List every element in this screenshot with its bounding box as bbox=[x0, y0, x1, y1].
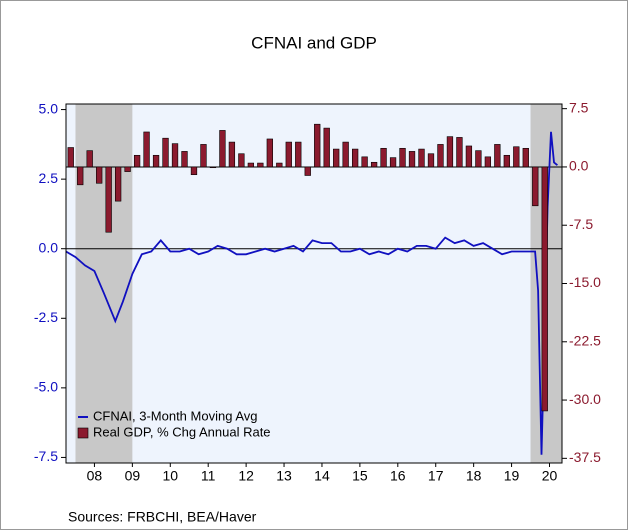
y-tick-label: 0.0 bbox=[39, 239, 59, 255]
bar bbox=[361, 156, 368, 168]
y-tick-label: -5.0 bbox=[34, 379, 58, 395]
x-tick-label: 13 bbox=[276, 468, 292, 484]
bar bbox=[513, 146, 520, 168]
bar bbox=[181, 151, 188, 168]
bar bbox=[105, 166, 112, 233]
bar bbox=[219, 130, 226, 168]
y2-tick-label: -37.5 bbox=[569, 449, 601, 465]
bar bbox=[541, 166, 548, 412]
bar bbox=[67, 147, 74, 168]
x-tick-label: 16 bbox=[390, 468, 406, 484]
bar bbox=[484, 156, 492, 168]
x-tick-label: 19 bbox=[504, 468, 520, 484]
y2-tick-label: -15.0 bbox=[569, 274, 601, 290]
bar bbox=[247, 162, 255, 168]
x-tick-label: 09 bbox=[125, 468, 141, 484]
bar bbox=[152, 154, 160, 168]
bar bbox=[389, 157, 397, 168]
y-tick-label: -7.5 bbox=[34, 448, 58, 464]
bar bbox=[323, 127, 330, 168]
y-tick-label: -2.5 bbox=[34, 309, 58, 325]
bar bbox=[190, 166, 198, 176]
y2-tick-label: 7.5 bbox=[569, 99, 589, 115]
bar bbox=[418, 148, 425, 168]
y2-tick-label: 0.0 bbox=[569, 158, 589, 174]
bar bbox=[494, 144, 501, 168]
bar bbox=[209, 166, 217, 169]
bar bbox=[143, 131, 150, 168]
bar bbox=[200, 144, 207, 168]
bar bbox=[465, 145, 473, 168]
x-tick-label: 18 bbox=[466, 468, 482, 484]
x-tick-label: 10 bbox=[162, 468, 178, 484]
bar bbox=[532, 166, 539, 207]
bar bbox=[503, 154, 510, 168]
x-tick-label: 20 bbox=[542, 468, 558, 484]
y-tick-label: 5.0 bbox=[39, 100, 59, 116]
bar bbox=[257, 162, 264, 168]
bar bbox=[228, 141, 236, 168]
bar bbox=[124, 166, 131, 172]
bar bbox=[276, 162, 283, 168]
bar bbox=[314, 123, 321, 168]
bar bbox=[333, 148, 340, 168]
source-note: Sources: FRBCHI, BEA/Haver bbox=[68, 509, 257, 525]
bar bbox=[456, 137, 463, 168]
x-tick-label: 17 bbox=[428, 468, 444, 484]
bar bbox=[351, 148, 359, 168]
x-tick-label: 14 bbox=[314, 468, 330, 484]
bar bbox=[133, 154, 141, 168]
y2-tick-label: -30.0 bbox=[569, 391, 601, 407]
x-tick-label: 11 bbox=[201, 468, 216, 484]
bar bbox=[427, 153, 435, 168]
bar bbox=[475, 150, 482, 168]
legend-label: CFNAI, 3-Month Moving Avg bbox=[93, 408, 258, 423]
bar bbox=[96, 166, 103, 184]
bar bbox=[304, 166, 311, 176]
legend-label: Real GDP, % Chg Annual Rate bbox=[93, 424, 271, 439]
bar bbox=[342, 141, 349, 168]
cfnai-line bbox=[65, 131, 558, 455]
bar bbox=[238, 153, 245, 168]
bar bbox=[437, 144, 444, 168]
bar bbox=[408, 151, 416, 168]
x-tick-label: 15 bbox=[352, 468, 368, 484]
bar bbox=[266, 138, 273, 168]
bar bbox=[77, 166, 84, 186]
recession-shade bbox=[75, 104, 133, 463]
bar bbox=[522, 147, 529, 168]
bar bbox=[295, 141, 302, 168]
bar bbox=[370, 161, 378, 168]
bar bbox=[171, 143, 179, 168]
legend-swatch bbox=[77, 427, 89, 439]
y2-tick-label: -7.5 bbox=[569, 216, 593, 232]
y2-tick-label: -22.5 bbox=[569, 332, 601, 348]
bar bbox=[86, 150, 93, 168]
bar bbox=[114, 166, 122, 202]
chart-title: CFNAI and GDP bbox=[251, 33, 377, 52]
bar bbox=[446, 136, 454, 168]
bar bbox=[380, 147, 387, 168]
plot-border bbox=[65, 103, 563, 464]
x-tick-label: 12 bbox=[238, 468, 254, 484]
y-tick-label: 2.5 bbox=[39, 170, 59, 186]
bar bbox=[162, 137, 169, 168]
x-tick-label: 08 bbox=[87, 468, 103, 484]
bar bbox=[285, 141, 292, 168]
bar bbox=[399, 147, 406, 168]
